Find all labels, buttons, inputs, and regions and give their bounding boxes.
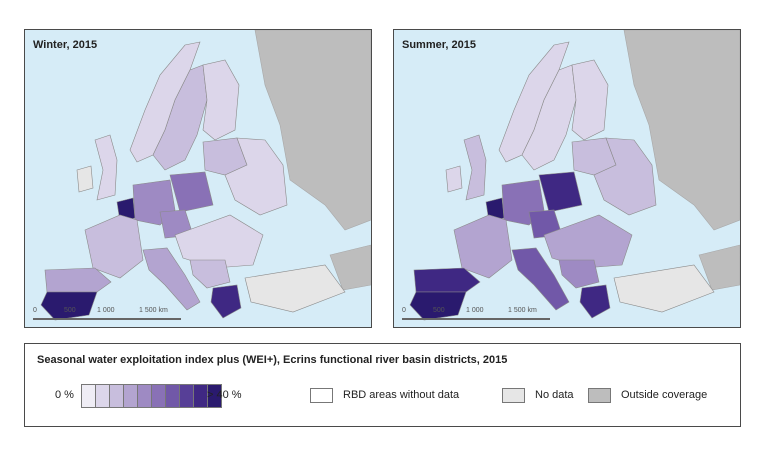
scale-bar: 0 500 1 000 1 500 km xyxy=(31,307,181,323)
river-basin-district xyxy=(244,264,346,313)
scale-label: 500 xyxy=(433,307,445,314)
map-panel-winter: Winter, 2015 0 500 1 000 1 500 km xyxy=(24,29,372,328)
legend-color-ramp xyxy=(81,384,222,408)
legend-ramp-swatch xyxy=(123,384,138,408)
outside-coverage-area xyxy=(698,244,740,291)
river-basin-district xyxy=(174,214,264,269)
scale-label: 1 500 km xyxy=(508,307,537,314)
river-basin-district xyxy=(445,165,463,193)
legend-label: Outside coverage xyxy=(621,389,708,401)
legend-swatch-outside-coverage xyxy=(588,388,611,403)
scale-label: 1 000 xyxy=(97,307,115,314)
legend-ramp-swatch xyxy=(193,384,208,408)
legend-ramp-swatch xyxy=(137,384,152,408)
legend-ramp-swatch xyxy=(109,384,124,408)
river-basin-district xyxy=(613,264,715,313)
river-basin-district xyxy=(463,134,487,201)
river-basin-district xyxy=(579,284,611,319)
outside-coverage-area xyxy=(329,244,371,291)
river-basin-district xyxy=(202,59,240,141)
river-basin-district xyxy=(44,267,112,293)
europe-map xyxy=(394,30,740,327)
legend-title: Seasonal water exploitation index plus (… xyxy=(37,354,508,366)
river-basin-district xyxy=(593,137,657,216)
legend-label: No data xyxy=(535,389,574,401)
river-basin-district xyxy=(409,291,467,321)
river-basin-district xyxy=(413,267,481,293)
scale-label: 0 xyxy=(33,307,37,314)
europe-map xyxy=(25,30,371,327)
legend-min-label: 0 % xyxy=(55,389,74,401)
river-basin-district xyxy=(40,291,98,321)
scale-label: 500 xyxy=(64,307,76,314)
river-basin-district xyxy=(571,59,609,141)
river-basin-district xyxy=(558,259,600,289)
river-basin-district xyxy=(169,171,214,213)
scale-line xyxy=(33,318,181,320)
map-legend: Seasonal water exploitation index plus (… xyxy=(24,343,741,427)
river-basin-district xyxy=(543,214,633,269)
river-basin-district xyxy=(189,259,231,289)
legend-swatch-no-data-rbd xyxy=(310,388,333,403)
river-basin-district xyxy=(210,284,242,319)
panel-title: Summer, 2015 xyxy=(402,39,476,51)
scale-label: 0 xyxy=(402,307,406,314)
scale-label: 1 000 xyxy=(466,307,484,314)
river-basin-district xyxy=(76,165,94,193)
legend-max-label: > 40 % xyxy=(207,389,242,401)
legend-swatch-no-data xyxy=(502,388,525,403)
scale-label: 1 500 km xyxy=(139,307,168,314)
legend-ramp-swatch xyxy=(179,384,194,408)
river-basin-district xyxy=(94,134,118,201)
outside-coverage-area xyxy=(623,30,740,231)
scale-bar: 0 500 1 000 1 500 km xyxy=(400,307,550,323)
river-basin-district xyxy=(224,137,288,216)
legend-ramp-swatch xyxy=(151,384,166,408)
legend-ramp-swatch xyxy=(81,384,96,408)
legend-ramp-swatch xyxy=(95,384,110,408)
river-basin-district xyxy=(511,247,570,311)
river-basin-district xyxy=(538,171,583,213)
panel-title: Winter, 2015 xyxy=(33,39,98,51)
river-basin-district xyxy=(142,247,201,311)
legend-ramp-swatch xyxy=(165,384,180,408)
map-panel-summer: Summer, 2015 0 500 1 000 1 500 km xyxy=(393,29,741,328)
outside-coverage-area xyxy=(254,30,371,231)
scale-line xyxy=(402,318,550,320)
legend-label: RBD areas without data xyxy=(343,389,460,401)
legend-ramp-swatch xyxy=(207,384,222,408)
